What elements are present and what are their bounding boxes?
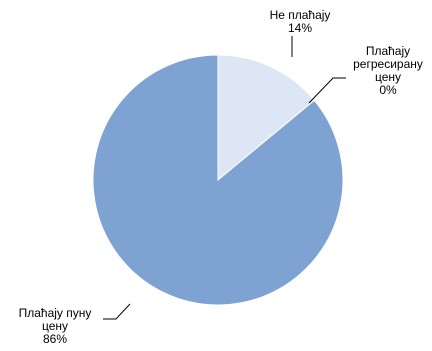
slice-label-1-line-1: Не плаћају (270, 8, 331, 22)
slice-label-2-line-2: регресирану (353, 57, 423, 71)
slice-label-3-line-2: цену (42, 319, 68, 333)
slice-label-2-line-4: 0% (379, 83, 397, 97)
pie-slice-1 (217, 54, 316, 182)
slice-label-3-line-1: Плаћају пуну (19, 306, 92, 320)
slice-label-1-line-2: 14% (288, 21, 312, 35)
pie-slice-3 (92, 54, 344, 306)
slice-label-1: Не плаћају 14% (270, 8, 331, 35)
pie-slices (92, 54, 344, 306)
slice-label-3: Плаћају пуну цену 86% (19, 306, 92, 346)
leader-line-2 (308, 77, 346, 104)
leader-line-3 (103, 303, 131, 320)
slice-label-2: Плаћају регресирану цену 0% (353, 44, 423, 97)
slice-label-2-line-3: цену (375, 70, 401, 84)
slice-label-2-line-1: Плаћају (366, 44, 410, 58)
slice-labels: Не плаћају 14%Плаћају регресирану цену 0%Пла… (19, 8, 423, 346)
slice-label-3-line-3: 86% (43, 332, 67, 346)
leader-lines (103, 36, 346, 320)
